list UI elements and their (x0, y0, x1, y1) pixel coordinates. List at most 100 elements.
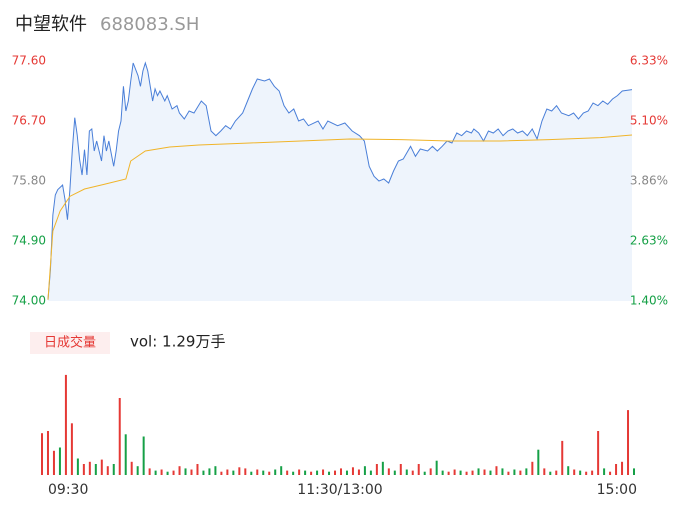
volume-bar (633, 468, 635, 475)
volume-bar (88, 461, 91, 475)
y2-tick-label: 2.63% (630, 234, 668, 248)
volume-bar (369, 470, 372, 475)
volume-bar (453, 469, 456, 475)
volume-bar (280, 466, 283, 475)
volume-bar (214, 466, 217, 475)
volume-bar (226, 469, 229, 475)
volume-bar (58, 447, 61, 475)
volume-bar (232, 470, 235, 475)
volume-bar (328, 471, 331, 475)
volume-bar (423, 471, 426, 475)
volume-bar (555, 470, 558, 475)
volume-bar (76, 458, 79, 475)
average-line (47, 134, 633, 300)
volume-bar (154, 470, 157, 475)
volume-bar (100, 459, 103, 475)
volume-title: 日成交量 (44, 335, 96, 351)
y2-tick-label: 3.86% (630, 174, 668, 188)
volume-bar (339, 468, 342, 475)
y-tick-label: 74.90 (12, 234, 46, 248)
volume-bar (64, 374, 67, 475)
volume-bar (46, 431, 49, 475)
volume-bar (615, 464, 618, 475)
volume-bar (124, 434, 127, 475)
volume-bar (483, 469, 486, 475)
volume-bar (561, 440, 564, 475)
volume-bar (184, 468, 187, 475)
volume-bar (381, 461, 384, 475)
chart-subtitle: 688083.SH (100, 14, 199, 35)
volume-bar (537, 449, 540, 475)
volume-bar (208, 468, 211, 475)
volume-bar (202, 470, 205, 475)
volume-bar (447, 471, 450, 475)
volume-bar (549, 471, 552, 475)
volume-bar (256, 469, 259, 475)
volume-bar (519, 470, 522, 475)
volume-bar (142, 436, 145, 475)
volume-bar (585, 471, 588, 475)
volume-bar (292, 471, 295, 475)
y2-tick-label: 1.40% (630, 294, 668, 308)
volume-bar (262, 470, 265, 475)
volume-bar (363, 466, 366, 475)
volume-bar (495, 466, 498, 475)
volume-bar (489, 470, 492, 475)
volume-bar (597, 431, 600, 475)
volume-bar (118, 398, 121, 475)
volume-bar (172, 470, 175, 475)
volume-bar (304, 470, 307, 475)
volume-bar (603, 468, 606, 475)
volume-bar (417, 464, 420, 475)
volume-bar (459, 470, 462, 475)
volume-bar (178, 466, 181, 475)
volume-bar (148, 468, 151, 475)
volume-bar (543, 468, 546, 475)
volume-bar (405, 469, 408, 475)
volume-bar (513, 469, 516, 475)
volume-bar (316, 470, 319, 475)
volume-bar (471, 470, 474, 475)
price-area (48, 63, 632, 301)
volume-bar (238, 467, 241, 475)
volume-bar (591, 470, 594, 475)
y-tick-label: 75.80 (12, 174, 46, 188)
volume-bar (465, 471, 468, 475)
volume-bar (387, 468, 390, 475)
volume-bar (310, 471, 313, 475)
volume-bar (250, 471, 253, 475)
volume-bar (130, 461, 133, 475)
volume-bar (274, 469, 277, 475)
volume-bar (268, 471, 271, 475)
y-tick-label: 77.60 (12, 54, 46, 68)
volume-bar (399, 464, 402, 475)
volume-bar (94, 464, 97, 475)
y-tick-label: 76.70 (12, 114, 46, 128)
volume-bar (244, 468, 247, 475)
volume-bar (160, 469, 163, 475)
volume-bar (621, 461, 624, 475)
volume-bar (573, 469, 576, 475)
volume-bar (411, 470, 414, 475)
volume-bar (298, 469, 301, 475)
x-tick-label: 09:30 (48, 482, 88, 498)
y2-tick-label: 5.10% (630, 113, 668, 127)
volume-bar (435, 460, 438, 475)
volume-bar (477, 468, 480, 475)
volume-label: vol: 1.29万手 (130, 333, 225, 351)
volume-bar (567, 466, 570, 475)
x-tick-label: 15:00 (597, 482, 637, 498)
volume-bar (106, 466, 109, 475)
y2-tick-label: 6.33% (630, 54, 668, 68)
volume-bar (579, 470, 582, 475)
volume-bar (345, 470, 348, 475)
y-tick-label: 74.00 (12, 294, 46, 308)
price-line (47, 61, 633, 300)
volume-bar (190, 469, 193, 475)
volume-bar (501, 468, 504, 475)
volume-bar (531, 461, 534, 475)
volume-bar (357, 469, 360, 475)
volume-bar (627, 410, 630, 475)
volume-bar (375, 464, 378, 475)
